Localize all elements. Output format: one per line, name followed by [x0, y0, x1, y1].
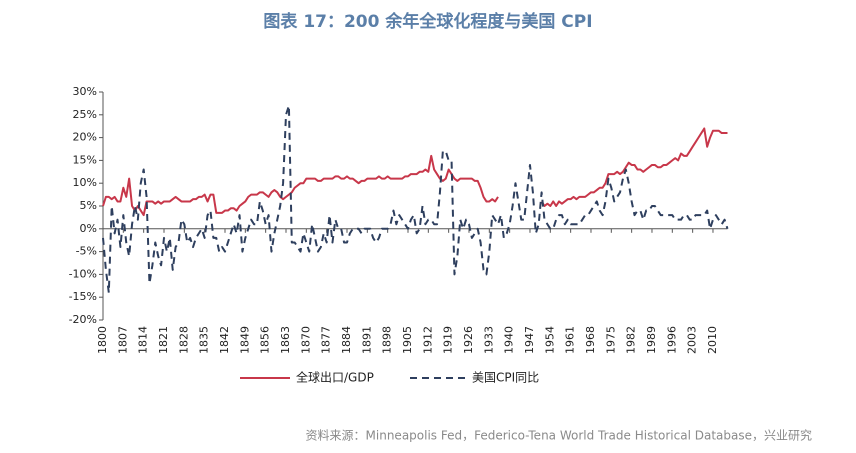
- y-tick-label: 20%: [73, 131, 97, 144]
- series-line: [102, 104, 729, 294]
- legend-label: 美国CPI同比: [472, 371, 539, 385]
- y-tick-label: -5%: [76, 245, 97, 258]
- x-tick-label: 1912: [421, 326, 434, 354]
- x-tick-label: 2010: [706, 326, 719, 354]
- x-tick-label: 1863: [279, 326, 292, 354]
- x-tick-label: 1821: [157, 326, 170, 354]
- x-tick-label: 1996: [665, 326, 678, 354]
- y-tick-label: 10%: [73, 176, 97, 189]
- x-tick-label: 1807: [116, 326, 129, 354]
- x-tick-label: 1947: [523, 326, 536, 354]
- x-tick-label: 1989: [645, 326, 658, 354]
- x-tick-label: 1849: [238, 326, 251, 354]
- x-tick-label: 1814: [137, 326, 150, 354]
- x-tick-label: 1961: [564, 326, 577, 354]
- y-tick-label: 0%: [80, 222, 97, 235]
- x-tick-label: 1919: [442, 326, 455, 354]
- y-tick-label: -10%: [69, 267, 97, 280]
- y-tick-label: -20%: [69, 313, 97, 326]
- y-tick-label: 30%: [73, 85, 97, 98]
- x-tick-label: 1891: [360, 326, 373, 354]
- x-tick-label: 1835: [198, 326, 211, 354]
- y-tick-label: 25%: [73, 108, 97, 121]
- x-tick-label: 1968: [584, 326, 597, 354]
- x-tick-label: 1898: [381, 326, 394, 354]
- x-tick-label: 1828: [177, 326, 190, 354]
- series-line: [102, 127, 728, 217]
- x-tick-label: 1975: [604, 326, 617, 354]
- y-tick-label: -15%: [69, 290, 97, 303]
- y-tick-label: 5%: [80, 199, 97, 212]
- y-tick-label: 15%: [73, 153, 97, 166]
- x-tick-label: 1982: [625, 326, 638, 354]
- x-tick-label: 1856: [259, 326, 272, 354]
- x-tick-label: 1870: [299, 326, 312, 354]
- source-note: 资料来源：Minneapolis Fed，Federico-Tena World…: [306, 428, 812, 443]
- x-tick-label: 1933: [482, 326, 495, 354]
- chart-title: 图表 17：200 余年全球化程度与美国 CPI: [263, 11, 592, 32]
- legend-label: 全球出口/GDP: [296, 370, 374, 385]
- x-tick-label: 1877: [320, 326, 333, 354]
- x-tick-label: 1884: [340, 326, 353, 354]
- x-tick-label: 1800: [96, 326, 109, 354]
- x-tick-label: 1940: [503, 326, 516, 354]
- x-tick-label: 1926: [462, 326, 475, 354]
- x-tick-label: 1954: [543, 326, 556, 354]
- x-tick-label: 1905: [401, 326, 414, 354]
- x-tick-label: 2003: [686, 326, 699, 354]
- x-tick-label: 1842: [218, 326, 231, 354]
